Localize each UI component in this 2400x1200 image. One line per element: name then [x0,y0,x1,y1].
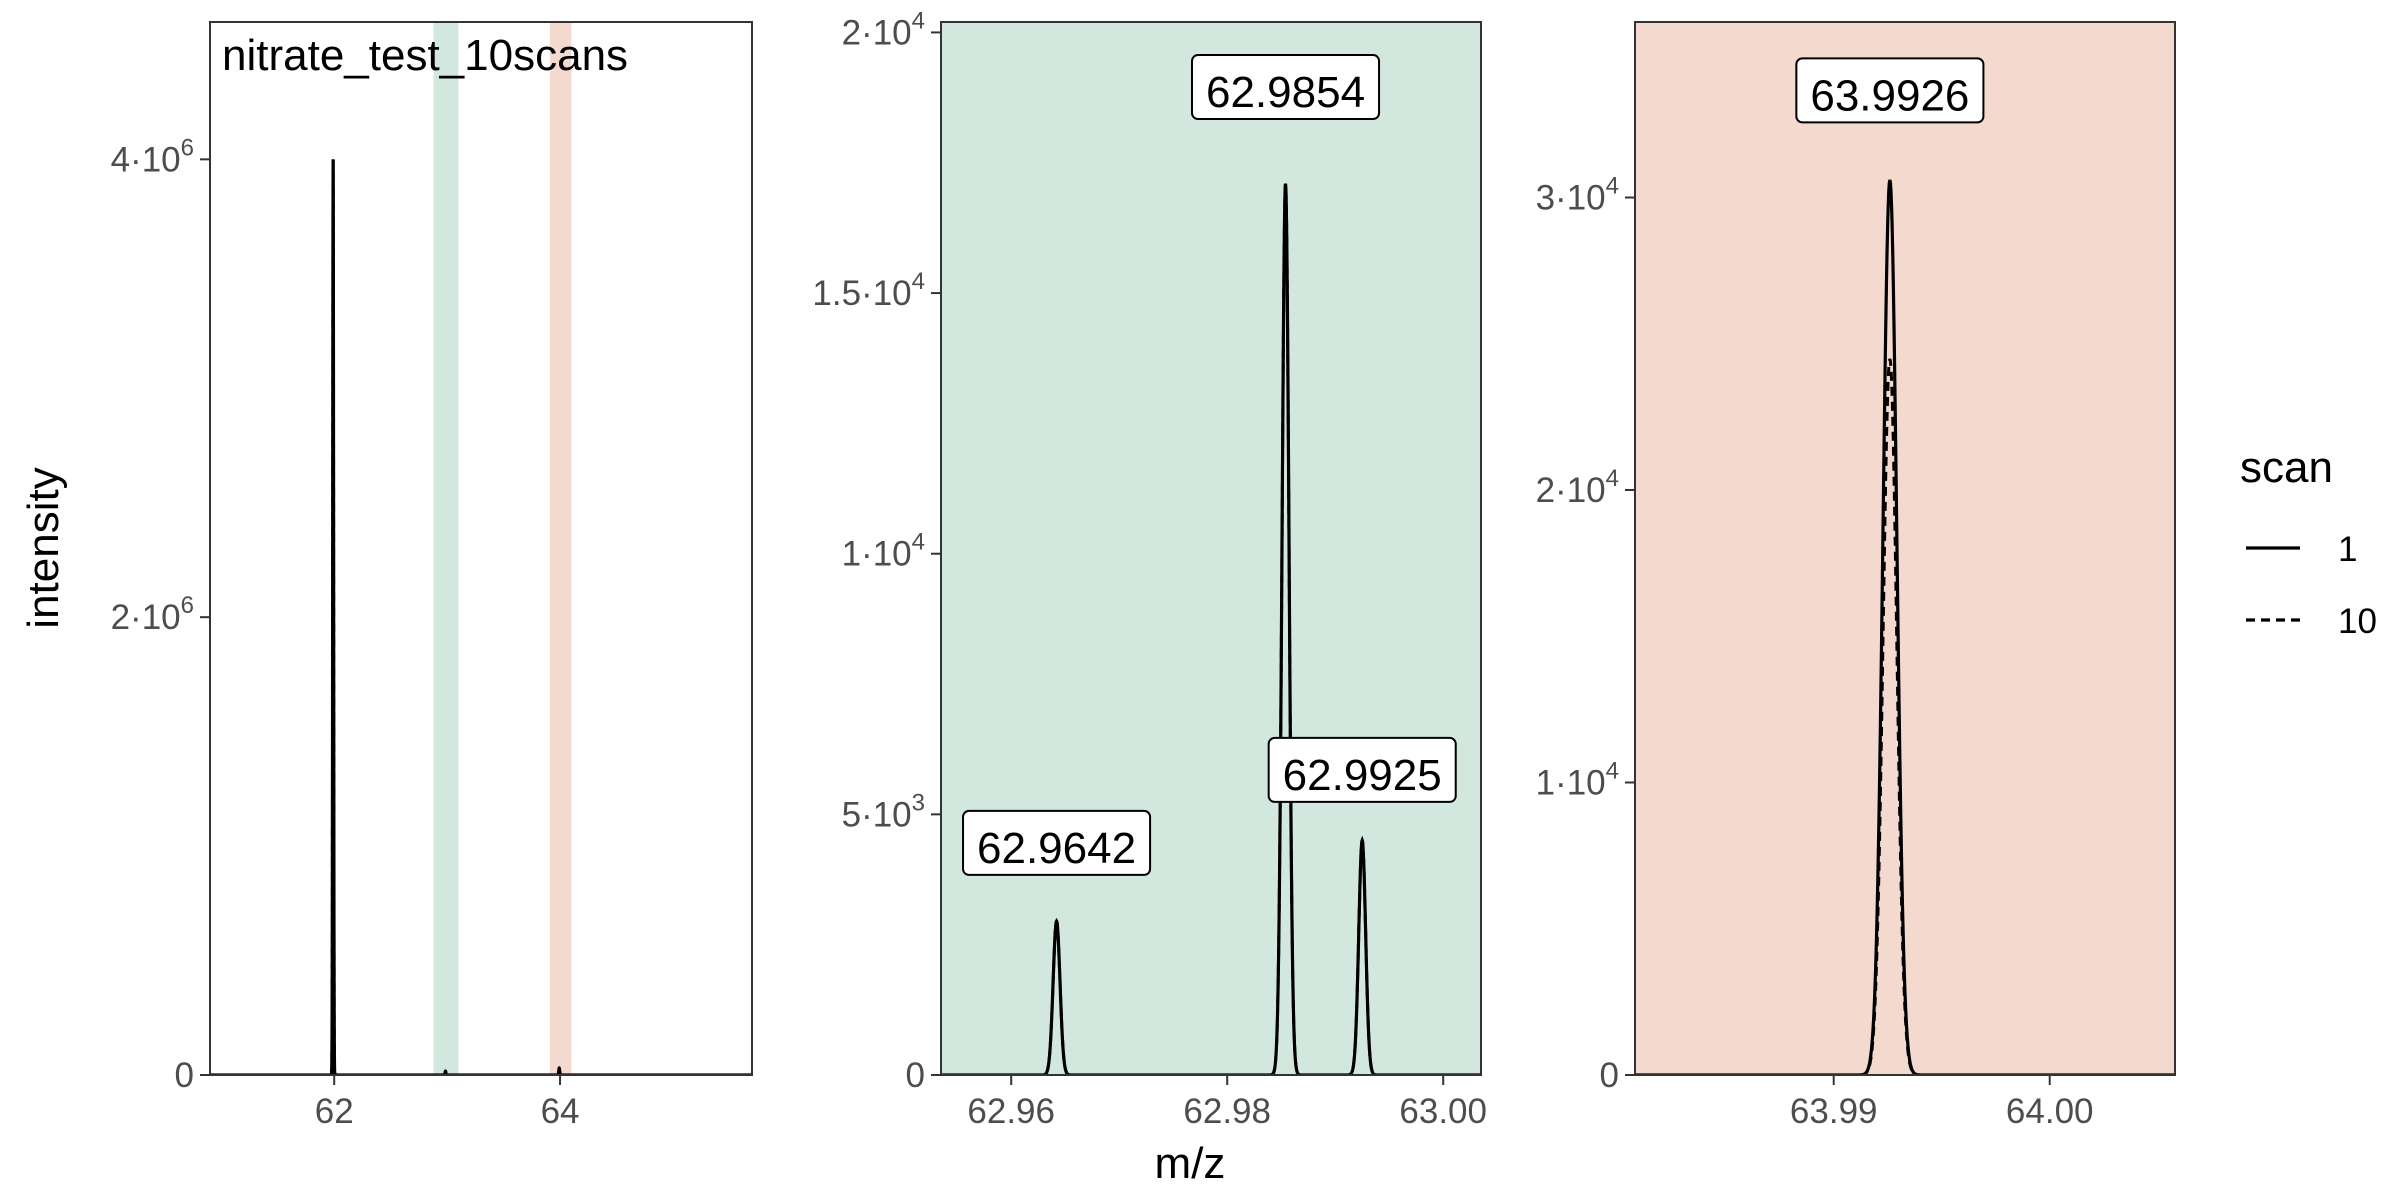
peaks-group [1635,179,2175,1075]
spectrum-line-scan-1 [1635,179,2175,1075]
peak-label: 63.9926 [1795,57,1985,124]
peak-label-text: 62.9925 [1283,751,1442,800]
y-tick-label: 2·106 [111,592,194,637]
y-tick-label: 3·104 [1536,173,1619,218]
panel-border [1634,21,2176,1076]
panel-2: 62.96 62.98 63.00 0 5·103 1·104 1.5·104 2·104 62… [812,7,1487,1131]
x-tick-label: 63.00 [1399,1092,1487,1131]
peak-label: 62.9642 [962,809,1152,876]
x-tick-label: 64.00 [2006,1092,2094,1131]
y-tick-label: 0 [175,1056,194,1095]
y-tick-label: 2·104 [1536,465,1619,510]
panel-annotation: nitrate_test_10scans [222,31,628,80]
x-tick-label: 62.96 [967,1092,1055,1131]
panel-border [209,21,753,1076]
peak-label-box [1267,736,1457,803]
peak-label-box [1190,54,1381,121]
panel-background [941,22,1481,1075]
y-tick-label: 5·103 [842,789,925,834]
y-tick-label: 0 [906,1056,925,1095]
peak-label-box [1795,57,1985,124]
x-tick-label: 62 [315,1092,354,1131]
peak-label-text: 63.9926 [1810,71,1969,120]
y-tick-label: 1·104 [842,529,925,574]
panel-border [940,21,1482,1076]
y-tick-label: 1·104 [1536,758,1619,803]
panel-background [1635,22,2175,1075]
peak-label-text: 62.9642 [977,824,1136,873]
peak-label-text: 62.9854 [1206,68,1365,117]
highlight-band-1 [433,22,459,1075]
panel-1: 62 64 0 2·106 4·106 nitrate_test_10scans [111,21,753,1131]
y-tick-label: 2·104 [842,7,925,52]
x-axis-title: m/z [1155,1139,1226,1188]
highlight-band-2 [549,22,572,1075]
panel-background [210,22,752,1075]
x-tick-label: 64 [541,1092,580,1131]
panels-layer: 62 64 0 2·106 4·106 nitrate_test_10scans 62.96… [111,7,2176,1131]
peak-label: 62.9925 [1267,736,1457,803]
legend: scan 1 10 [2240,443,2377,641]
y-axis-title: intensity [19,467,68,628]
y-tick-label: 1.5·104 [812,268,925,313]
y-tick-label: 4·106 [111,134,194,179]
y-tick-label: 0 [1600,1056,1619,1095]
legend-label-scan-10: 10 [2338,602,2377,641]
peak-label: 62.9854 [1190,54,1381,121]
peak-label-box [962,809,1152,876]
x-tick-label: 63.99 [1790,1092,1878,1131]
legend-title: scan [2240,443,2333,492]
x-tick-label: 62.98 [1183,1092,1271,1131]
panel-3: 63.99 64.00 0 1·104 2·104 3·104 63.9926 [1536,21,2176,1131]
legend-label-scan-1: 1 [2338,530,2357,569]
